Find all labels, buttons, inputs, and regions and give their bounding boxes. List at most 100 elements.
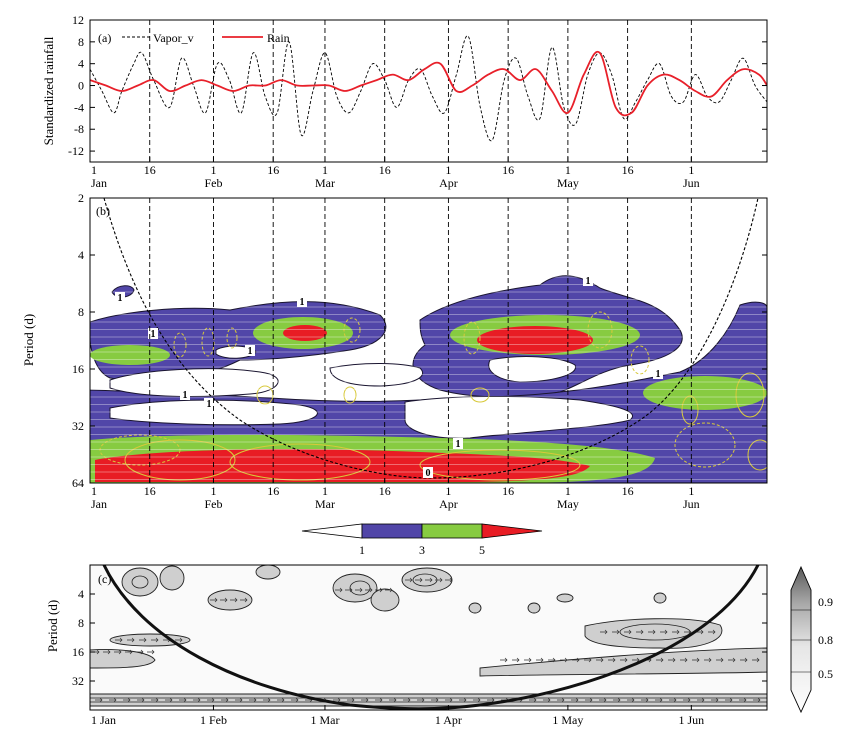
phase-arrow (230, 597, 238, 603)
panel-c-colorbar-body (790, 565, 812, 714)
contour-ellipse (201, 327, 215, 357)
phase-arrow (557, 697, 565, 703)
colorbar-c-label-0-8: 0.8 (818, 633, 833, 647)
phase-arrow (740, 657, 748, 663)
y-tick-label: -8 (74, 122, 84, 136)
panel-a-frame (89, 19, 768, 163)
phase-arrow (389, 697, 397, 703)
phase-arrow (235, 697, 243, 703)
y-tick-label: 64 (72, 476, 84, 490)
x-tick-label: 1 (688, 484, 694, 498)
phase-arrow (613, 697, 621, 703)
phase-arrow (641, 697, 649, 703)
phase-arrow (165, 697, 173, 703)
x-tick-label: 1 (565, 163, 571, 177)
phase-arrow (361, 697, 369, 703)
x-tick-label: 1 Mar (310, 713, 339, 727)
phase-arrow (739, 697, 747, 703)
phase-arrow (139, 637, 147, 643)
phase-arrow (137, 697, 145, 703)
contour-label-1: 1 (151, 329, 156, 340)
contour-ellipse (587, 311, 613, 349)
phase-arrow (123, 697, 131, 703)
x-tick-label: 16 (622, 163, 634, 177)
phase-arrow (193, 697, 201, 703)
x-tick-label: 1 (91, 163, 97, 177)
y-tick-label: 16 (72, 362, 84, 376)
x-tick-label: 1 (322, 163, 328, 177)
coherence-blob (109, 633, 191, 647)
phase-arrow (711, 697, 719, 703)
x-tick-label: 1 (210, 163, 216, 177)
panel-b-y-axis: 2 4 8 16 32 64 (72, 191, 767, 490)
contour-ellipse (226, 327, 238, 349)
phase-arrow (125, 649, 133, 655)
contour-label-box (180, 389, 190, 400)
coherence-blob (653, 592, 667, 604)
contour-label-box (115, 292, 125, 303)
power-5-region-2 (477, 326, 593, 354)
contour-label-1: 1 (456, 439, 461, 450)
phase-arrow (335, 587, 343, 593)
phase-arrow (584, 657, 592, 663)
phase-arrow (210, 597, 218, 603)
phase-arrow (668, 657, 676, 663)
contour-ellipse (343, 317, 361, 343)
power-3-region-1 (90, 345, 170, 365)
phase-arrow (627, 697, 635, 703)
phase-arrow (151, 637, 159, 643)
phase-arrow (115, 637, 123, 643)
phase-arrow (660, 629, 668, 635)
panel-b-colorbar: 1 3 5 (301, 523, 543, 557)
phase-arrow (753, 697, 761, 703)
contour-label-box (453, 438, 463, 449)
phase-arrow (725, 697, 733, 703)
phase-arrows (92, 577, 761, 703)
series-vapor-v-line (90, 35, 767, 142)
phase-arrow (333, 697, 341, 703)
x-tick-month: Jan (91, 176, 107, 190)
phase-arrow (240, 597, 248, 603)
colorbar-c-label-0-9: 0.9 (818, 595, 833, 609)
x-tick-label: 16 (502, 163, 514, 177)
phase-arrow (683, 697, 691, 703)
low-power-hole-5 (488, 356, 576, 383)
coherence-blob (121, 567, 159, 597)
phase-arrow (375, 697, 383, 703)
contour-label-0: 0 (426, 468, 431, 479)
y-tick-label: 8 (78, 305, 84, 319)
x-tick-label: 16 (144, 163, 156, 177)
phase-arrow (655, 697, 663, 703)
phase-arrow (500, 657, 508, 663)
phase-arrow (345, 587, 353, 593)
contour-ellipse (99, 434, 181, 466)
coherence-blob (468, 602, 482, 614)
y-tick-label: 8 (78, 616, 84, 630)
contour-label-box (204, 398, 214, 409)
x-tick-label: 1 Feb (200, 713, 227, 727)
phase-arrow (548, 657, 556, 663)
phase-arrow (487, 697, 495, 703)
phase-arrow (347, 697, 355, 703)
contour-label-box (653, 368, 663, 379)
low-power-hole-2 (109, 399, 318, 426)
coherence-blob (556, 593, 574, 603)
x-tick-month: Mar (315, 497, 335, 511)
contour-ellipse (124, 439, 236, 481)
y-tick-label: 32 (72, 419, 84, 433)
contour-ellipse (419, 449, 581, 481)
x-tick-label: 1 (91, 484, 97, 498)
phase-arrow (114, 649, 122, 655)
contour-label-box (148, 328, 158, 339)
phase-arrow (600, 629, 608, 635)
phase-arrow (103, 649, 111, 655)
phase-arrow (385, 587, 393, 593)
x-tick-month: Jun (683, 497, 700, 511)
coherence-inner-contours (90, 573, 767, 703)
contour-ellipse (681, 395, 699, 425)
phase-arrow (632, 657, 640, 663)
phase-arrow (560, 657, 568, 663)
